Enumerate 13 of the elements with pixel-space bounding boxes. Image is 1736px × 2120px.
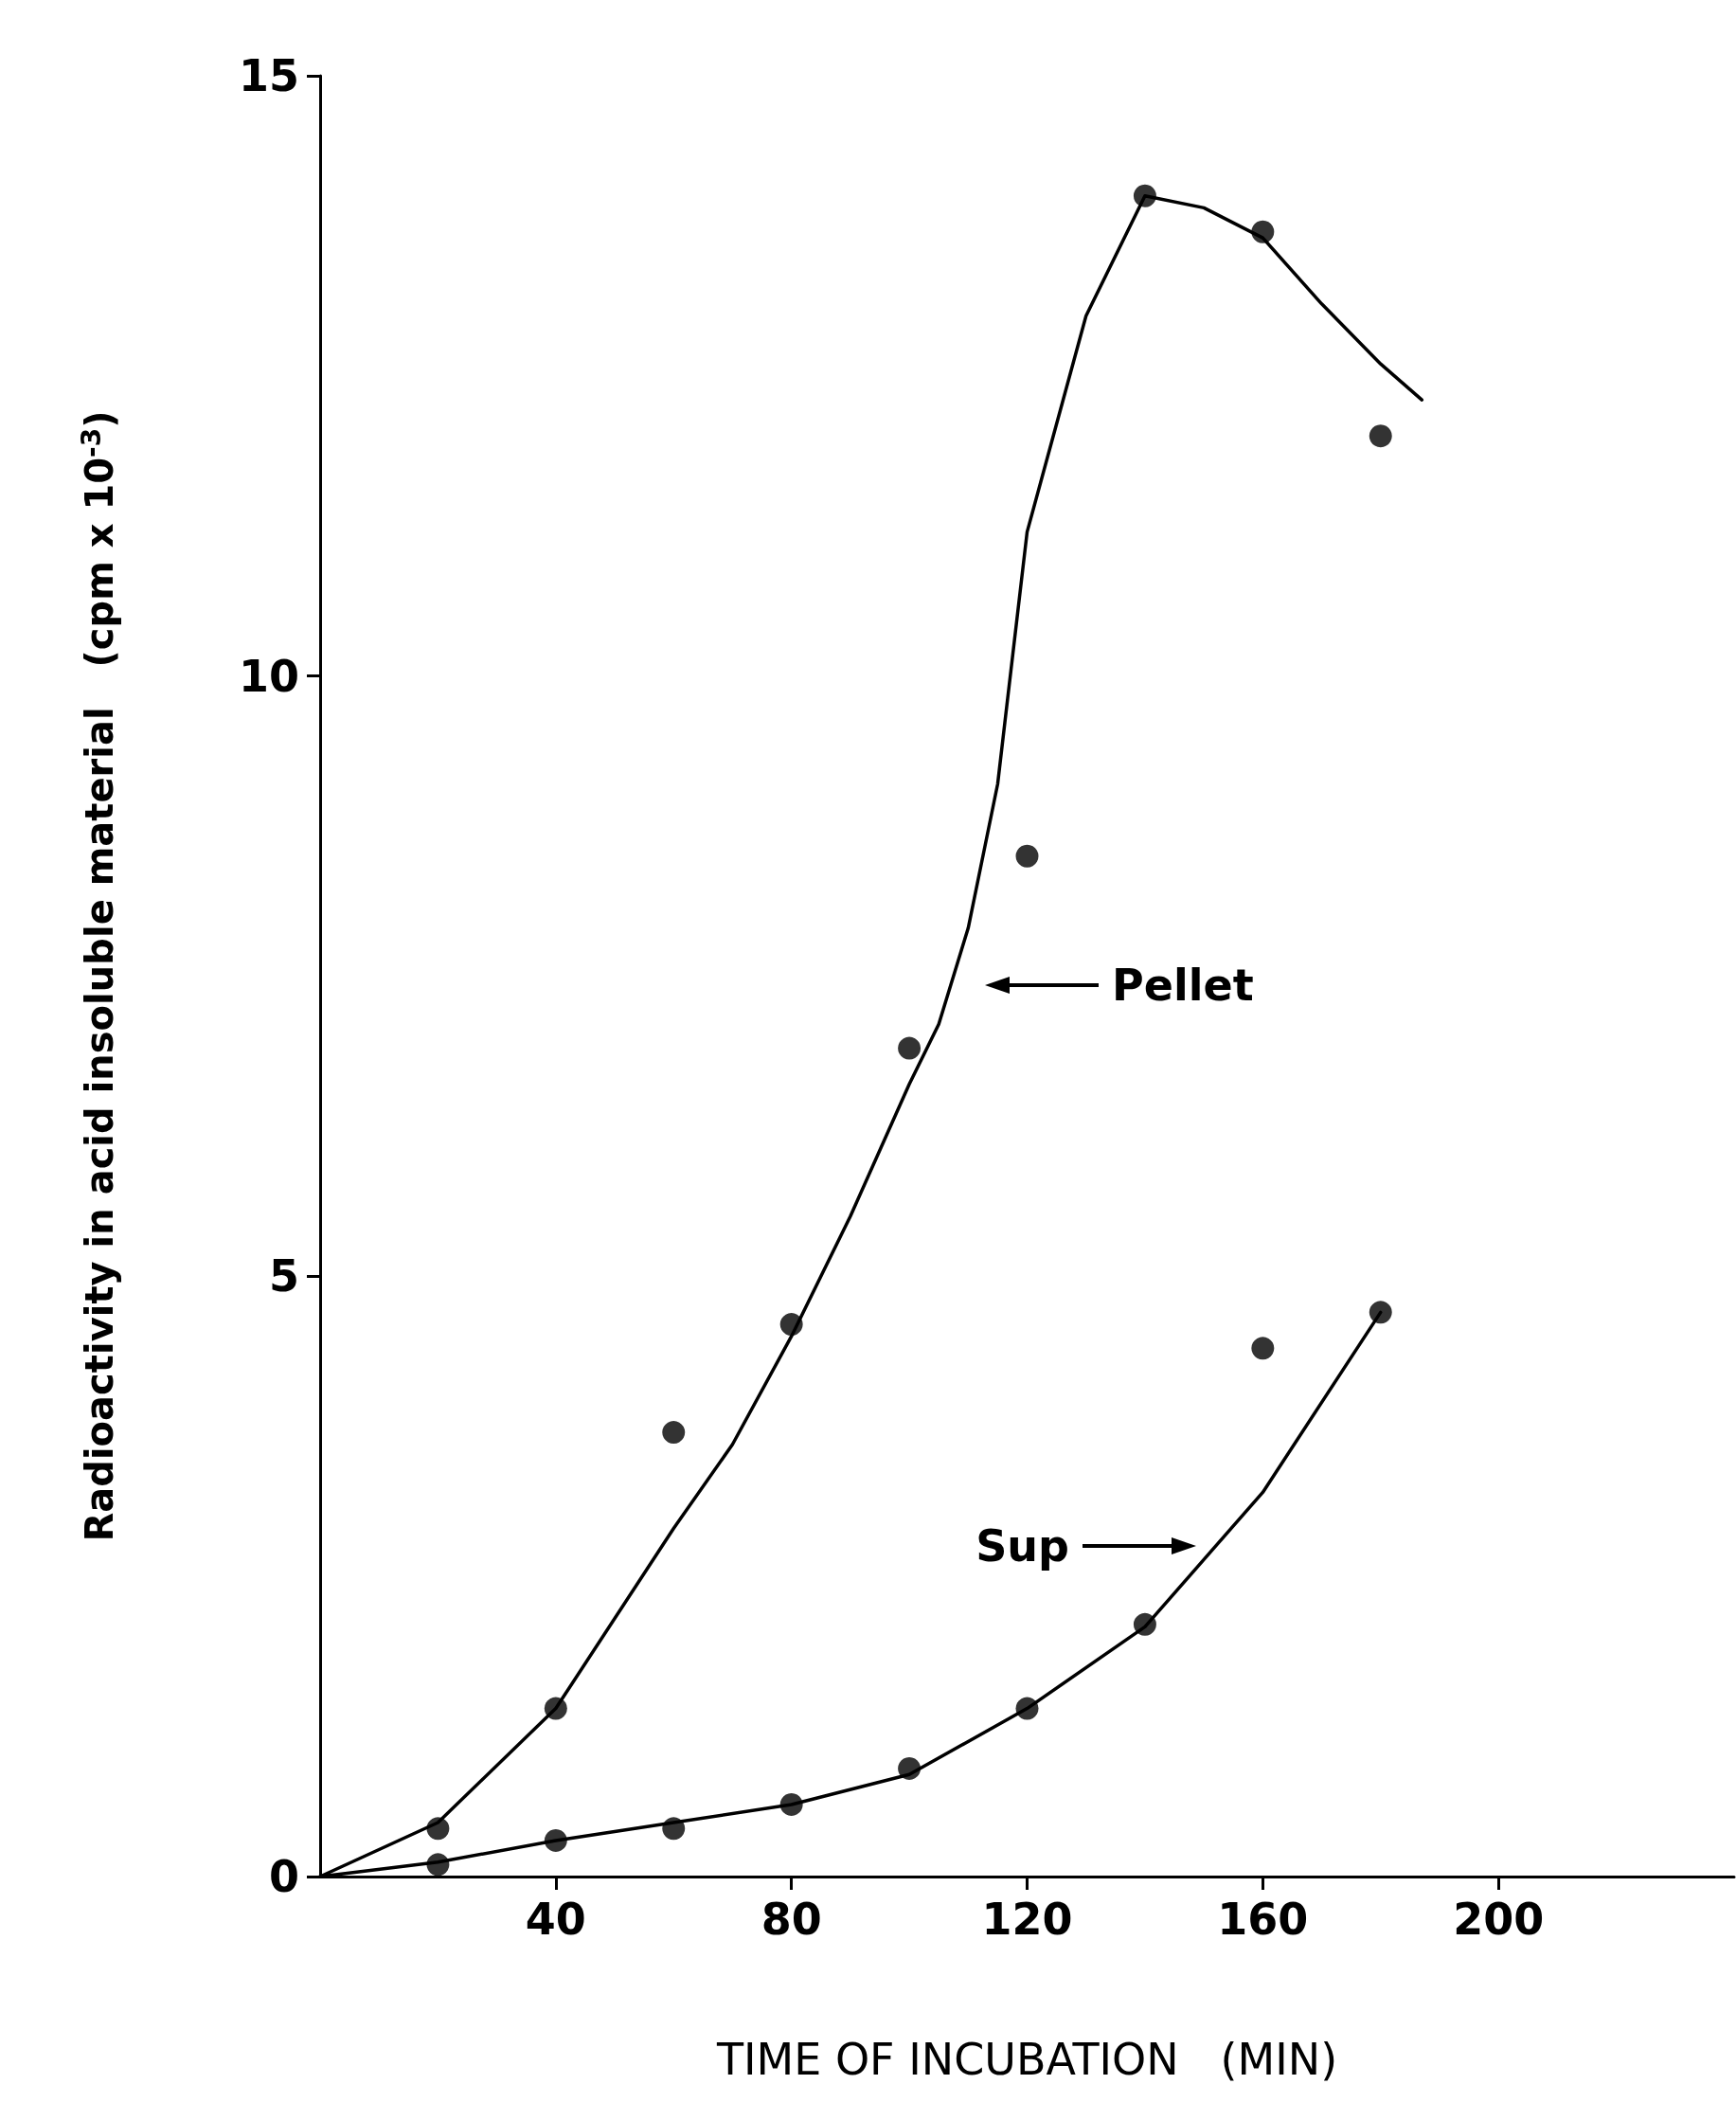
y-tick-label: 5 bbox=[268, 1250, 299, 1303]
x-tick-label: 160 bbox=[1217, 1894, 1309, 1945]
annotation: Sup bbox=[975, 1520, 1069, 1572]
x-tick-label: 40 bbox=[525, 1894, 586, 1945]
annotation: Pellet bbox=[1112, 960, 1254, 1011]
y-tick-label: 15 bbox=[238, 50, 299, 101]
x-tick-label: 200 bbox=[1453, 1894, 1545, 1945]
y-tick-label: 0 bbox=[268, 1851, 299, 1902]
y-axis-title: Radioactivity in acid insoluble material (cpm x 10-3) bbox=[75, 410, 121, 1542]
x-axis-title: TIME OF INCUBATION (MIN) bbox=[715, 2034, 1338, 2085]
x-tick-label: 80 bbox=[761, 1894, 822, 1945]
y-tick-label: 10 bbox=[238, 650, 299, 702]
x-tick-label: 120 bbox=[981, 1894, 1073, 1945]
